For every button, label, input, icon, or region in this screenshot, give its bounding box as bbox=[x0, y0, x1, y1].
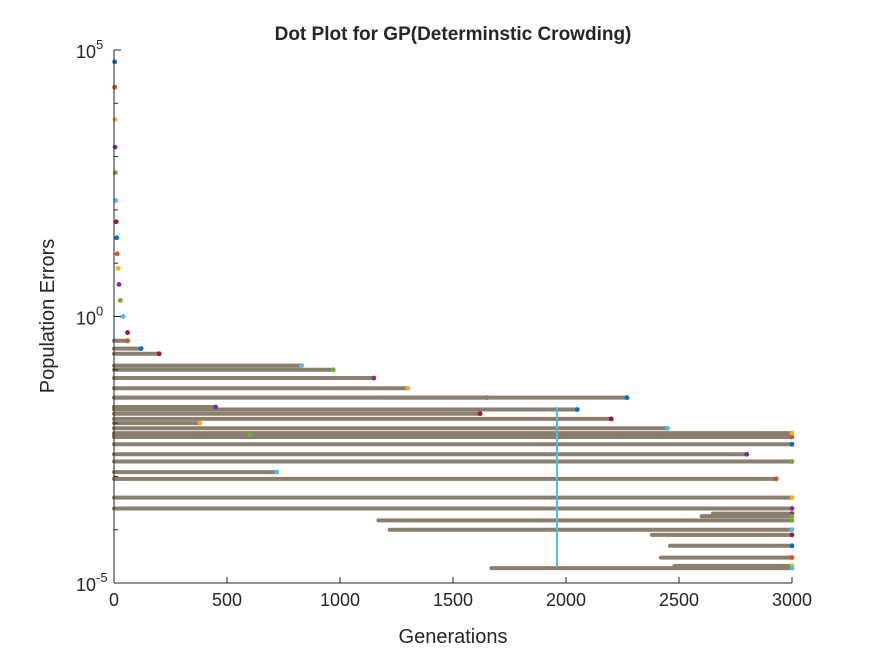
data-point-11 bbox=[117, 298, 123, 303]
series-end-point-21 bbox=[789, 543, 795, 549]
data-point-1 bbox=[112, 84, 118, 90]
series-end-point-6 bbox=[608, 416, 614, 422]
series-end-point-27 bbox=[156, 351, 162, 357]
series-end-point-28 bbox=[138, 346, 144, 351]
x-tick-label-2: 1000 bbox=[320, 590, 360, 610]
x-tick-label-1: 500 bbox=[212, 590, 242, 610]
series-end-point-4 bbox=[789, 459, 795, 464]
x-tick-label-4: 2000 bbox=[546, 590, 586, 610]
series-end-point-25 bbox=[789, 513, 795, 519]
series-end-point-7 bbox=[574, 407, 580, 412]
x-tick-label-5: 2500 bbox=[659, 590, 699, 610]
y-axis-ticks: 10-5 100 105 bbox=[76, 37, 121, 595]
series-end-point-17 bbox=[789, 506, 795, 511]
x-tick-label-0: 0 bbox=[109, 590, 119, 610]
series-end-point-33 bbox=[274, 469, 280, 475]
data-point-0 bbox=[112, 59, 118, 65]
data-point-5 bbox=[113, 198, 119, 203]
series-end-point-32 bbox=[247, 432, 253, 438]
chart-title: Dot Plot for GP(Determinstic Crowding) bbox=[275, 24, 632, 45]
y-tick-label-2: 105 bbox=[76, 37, 103, 62]
data-point-2 bbox=[112, 116, 118, 122]
data-point-13 bbox=[125, 330, 130, 335]
series-end-point-16 bbox=[789, 495, 795, 501]
series-end-point-12 bbox=[299, 363, 304, 368]
series-end-point-19 bbox=[789, 527, 795, 533]
series-end-point-26 bbox=[789, 565, 795, 571]
x-axis-label: Generations bbox=[399, 626, 508, 648]
x-tick-label-6: 3000 bbox=[772, 590, 812, 610]
series-end-point-22 bbox=[789, 555, 795, 560]
data-point-9 bbox=[115, 265, 121, 271]
series-end-point-3 bbox=[744, 451, 750, 457]
series-end-point-29 bbox=[125, 338, 130, 344]
series-end-point-11 bbox=[330, 367, 336, 373]
series-end-point-30 bbox=[197, 420, 203, 426]
series-end-point-0 bbox=[789, 441, 795, 447]
series-end-point-9 bbox=[405, 385, 411, 391]
series-end-point-13 bbox=[477, 411, 483, 417]
data-point-3 bbox=[112, 144, 118, 150]
series-end-point-1 bbox=[789, 434, 795, 440]
data-point-10 bbox=[116, 282, 122, 287]
y-tick-label-0: 10-5 bbox=[76, 570, 108, 595]
x-tick-label-3: 1500 bbox=[433, 590, 473, 610]
data-marks bbox=[112, 59, 795, 571]
series-end-point-10 bbox=[371, 375, 377, 381]
series-end-point-15 bbox=[773, 476, 779, 482]
series-end-point-2 bbox=[789, 430, 795, 436]
y-axis-label: Population Errors bbox=[37, 239, 59, 394]
data-point-6 bbox=[113, 219, 119, 225]
series-end-point-14 bbox=[624, 395, 630, 401]
data-point-7 bbox=[114, 235, 120, 241]
series-end-point-5 bbox=[665, 425, 671, 431]
x-axis-ticks: 0 500 1000 1500 2000 2500 3000 bbox=[109, 577, 812, 610]
series-end-point-18 bbox=[789, 517, 795, 523]
y-tick-label-1: 100 bbox=[76, 304, 103, 329]
data-point-8 bbox=[114, 251, 120, 257]
series-end-point-31 bbox=[213, 404, 219, 410]
data-point-12 bbox=[120, 314, 126, 319]
series-end-point-20 bbox=[789, 532, 795, 538]
